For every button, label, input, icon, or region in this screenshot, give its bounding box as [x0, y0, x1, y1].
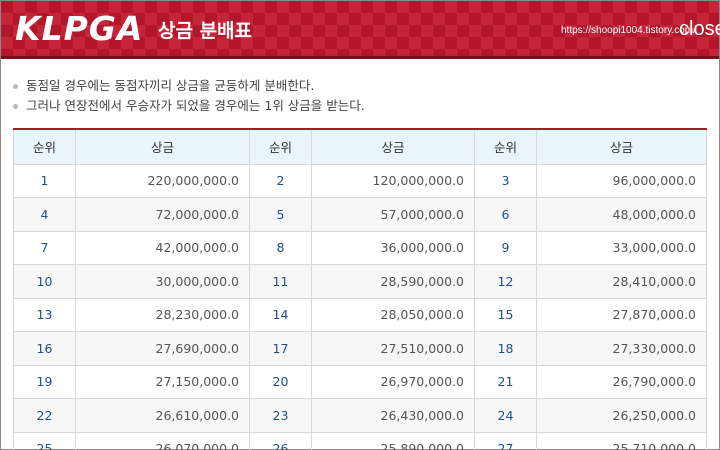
rank-cell: 22 — [13, 398, 76, 433]
prize-cell: 26,070,000.0 — [75, 431, 250, 450]
column-header-prize: 상금 — [536, 128, 707, 165]
prize-cell: 28,050,000.0 — [311, 297, 475, 332]
rank-cell: 13 — [13, 297, 76, 332]
table-row: 22 26,610,000.0 23 26,430,000.0 24 26,250,000… — [13, 398, 707, 433]
rank-cell: 1 — [13, 163, 76, 198]
rank-cell: 11 — [249, 264, 312, 299]
note-text: 그러나 연장전에서 우승자가 되었을 경우에는 1위 상금을 받는다. — [26, 98, 365, 113]
rank-cell: 12 — [474, 264, 537, 299]
prize-cell: 27,690,000.0 — [75, 331, 250, 366]
prize-table: 순위 상금 순위 상금 순위 상금 1 220,000,000.0 2 120,000… — [13, 128, 707, 450]
prize-cell: 27,510,000.0 — [311, 331, 475, 366]
rank-cell: 21 — [474, 364, 537, 399]
table-header-row: 순위 상금 순위 상금 순위 상금 — [13, 128, 707, 165]
prize-cell: 26,970,000.0 — [311, 364, 475, 399]
prize-cell: 28,590,000.0 — [311, 264, 475, 299]
prize-cell: 27,150,000.0 — [75, 364, 250, 399]
table-row: 7 42,000,000.0 8 36,000,000.0 9 33,000,000.0 — [13, 230, 707, 265]
rank-cell: 18 — [474, 331, 537, 366]
table-row: 19 27,150,000.0 20 26,970,000.0 21 26,790,000… — [13, 364, 707, 399]
prize-cell: 36,000,000.0 — [311, 230, 475, 265]
prize-cell: 26,610,000.0 — [75, 398, 250, 433]
prize-cell: 28,230,000.0 — [75, 297, 250, 332]
rank-cell: 14 — [249, 297, 312, 332]
prize-cell: 42,000,000.0 — [75, 230, 250, 265]
rank-cell: 4 — [13, 197, 76, 232]
note-item: 그러나 연장전에서 우승자가 되었을 경우에는 1위 상금을 받는다. — [12, 96, 702, 116]
page-title: 상금 분배표 — [158, 20, 253, 42]
prize-cell: 33,000,000.0 — [536, 230, 707, 265]
note-item: 동점일 경우에는 동점자끼리 상금을 균등하게 분배한다. — [12, 76, 702, 96]
rank-cell: 10 — [13, 264, 76, 299]
prize-cell: 27,870,000.0 — [536, 297, 707, 332]
column-header-rank: 순위 — [249, 128, 312, 165]
source-url: https://shoopi1004.tistory.com/ — [561, 25, 696, 36]
table-row: 25 26,070,000.0 26 25,890,000.0 27 25,710,000… — [13, 431, 707, 450]
rank-cell: 7 — [13, 230, 76, 265]
rank-cell: 3 — [474, 163, 537, 198]
rank-cell: 9 — [474, 230, 537, 265]
rank-cell: 6 — [474, 197, 537, 232]
klpga-logo: KLPGA — [15, 9, 144, 48]
prize-cell: 26,790,000.0 — [536, 364, 707, 399]
prize-cell: 120,000,000.0 — [311, 163, 475, 198]
column-header-rank: 순위 — [474, 128, 537, 165]
table-row: 10 30,000,000.0 11 28,590,000.0 12 28,410,000… — [13, 264, 707, 299]
prize-cell: 96,000,000.0 — [536, 163, 707, 198]
rank-cell: 8 — [249, 230, 312, 265]
rank-cell: 27 — [474, 431, 537, 450]
prize-cell: 72,000,000.0 — [75, 197, 250, 232]
rank-cell: 25 — [13, 431, 76, 450]
rank-cell: 19 — [13, 364, 76, 399]
prize-cell: 48,000,000.0 — [536, 197, 707, 232]
close-button[interactable]: close — [679, 18, 720, 40]
table-row: 1 220,000,000.0 2 120,000,000.0 3 96,000,000.… — [13, 163, 707, 198]
note-text: 동점일 경우에는 동점자끼리 상금을 균등하게 분배한다. — [26, 78, 315, 93]
table-row: 13 28,230,000.0 14 28,050,000.0 15 27,870,000… — [13, 297, 707, 332]
rank-cell: 26 — [249, 431, 312, 450]
column-header-prize: 상금 — [311, 128, 475, 165]
column-header-rank: 순위 — [13, 128, 76, 165]
header-banner: KLPGA 상금 분배표 https://shoopi1004.tistory.… — [1, 1, 720, 59]
table-row: 16 27,690,000.0 17 27,510,000.0 18 27,330,000… — [13, 331, 707, 366]
bullet-icon — [13, 104, 18, 109]
column-header-prize: 상금 — [75, 128, 250, 165]
prize-cell: 220,000,000.0 — [75, 163, 250, 198]
rank-cell: 23 — [249, 398, 312, 433]
rank-cell: 16 — [13, 331, 76, 366]
rank-cell: 24 — [474, 398, 537, 433]
prize-cell: 25,710,000.0 — [536, 431, 707, 450]
rank-cell: 5 — [249, 197, 312, 232]
prize-cell: 57,000,000.0 — [311, 197, 475, 232]
prize-cell: 27,330,000.0 — [536, 331, 707, 366]
prize-cell: 28,410,000.0 — [536, 264, 707, 299]
rank-cell: 20 — [249, 364, 312, 399]
prize-cell: 26,250,000.0 — [536, 398, 707, 433]
table-row: 4 72,000,000.0 5 57,000,000.0 6 48,000,000.0 — [13, 197, 707, 232]
prize-cell: 25,890,000.0 — [311, 431, 475, 450]
prize-cell: 26,430,000.0 — [311, 398, 475, 433]
notes-list: 동점일 경우에는 동점자끼리 상금을 균등하게 분배한다. 그러나 연장전에서 … — [12, 76, 702, 116]
table-body: 1 220,000,000.0 2 120,000,000.0 3 96,000,000.… — [13, 163, 707, 450]
bullet-icon — [13, 84, 18, 89]
rank-cell: 2 — [249, 163, 312, 198]
rank-cell: 17 — [249, 331, 312, 366]
prize-cell: 30,000,000.0 — [75, 264, 250, 299]
rank-cell: 15 — [474, 297, 537, 332]
